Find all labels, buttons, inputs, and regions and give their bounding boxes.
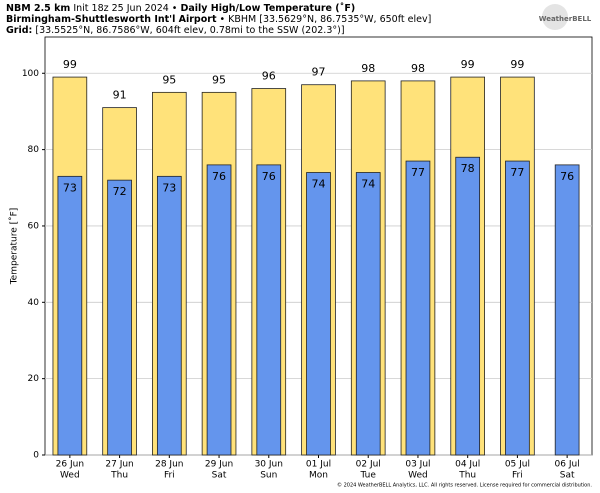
header-line: Grid: [33.5525°N, 86.7586°W, 604ft elev,…	[6, 25, 345, 36]
y-tick-label: 0	[33, 451, 39, 461]
bar	[107, 179, 132, 456]
value-label: 73	[162, 181, 176, 194]
logo-icon	[542, 4, 568, 30]
x-tick-label: 27 Jun	[105, 460, 133, 470]
x-tick-day: Fri	[164, 471, 175, 481]
y-tick-label: 20	[28, 374, 40, 384]
footer: © 2024 WeatherBELL Analytics, LLC. All r…	[337, 482, 592, 489]
grid-label: Grid:	[6, 25, 33, 36]
bar	[206, 164, 232, 456]
y-tick-label: 60	[28, 221, 40, 231]
value-label: 98	[411, 62, 425, 75]
x-tick-day: Wed	[60, 471, 80, 481]
grid-info: [33.5525°N, 86.7586°W, 604ft elev, 0.78m…	[32, 25, 345, 36]
value-label: 74	[361, 178, 375, 191]
value-label: 74	[312, 178, 326, 191]
bar	[57, 175, 83, 456]
value-label: 76	[262, 170, 276, 183]
value-label: 97	[312, 66, 326, 79]
bar	[455, 156, 481, 456]
x-tick-day: Mon	[309, 471, 328, 481]
station: Birmingham-Shuttlesworth Int'l Airport	[6, 14, 217, 25]
header-line: NBM 2.5 km Init 18z 25 Jun 2024 • Daily …	[6, 3, 355, 14]
y-axis-label: Temperature [˚F]	[9, 208, 20, 286]
value-label: 96	[262, 70, 276, 83]
value-label: 76	[560, 170, 574, 183]
y-tick-label: 40	[28, 298, 40, 308]
value-label: 73	[63, 181, 77, 194]
x-tick-day: Sat	[560, 471, 575, 481]
x-tick-label: 30 Jun	[255, 460, 283, 470]
x-tick-day: Sat	[212, 471, 227, 481]
station-info: • KBHM [33.5629°N, 86.7535°W, 650ft elev…	[216, 14, 432, 25]
bar	[156, 175, 182, 456]
x-tick-label: 02 Jul	[356, 460, 381, 470]
value-label: 72	[113, 185, 127, 198]
value-label: 76	[212, 170, 226, 183]
init: Init 18z 25 Jun 2024 •	[70, 3, 181, 14]
x-tick-label: 06 Jul	[555, 460, 580, 470]
bar	[355, 172, 381, 456]
x-tick-label: 04 Jul	[455, 460, 480, 470]
bar	[554, 164, 580, 456]
x-tick-day: Thu	[458, 471, 476, 481]
value-label: 77	[411, 166, 425, 179]
x-tick-day: Thu	[110, 471, 128, 481]
model: NBM 2.5 km	[6, 3, 71, 14]
title: Daily High/Low Temperature (˚F)	[180, 3, 356, 14]
value-label: 99	[510, 58, 524, 71]
x-tick-label: 28 Jun	[155, 460, 183, 470]
bar	[306, 172, 331, 456]
value-label: 77	[510, 166, 524, 179]
value-label: 91	[113, 89, 127, 102]
y-tick-label: 80	[28, 145, 40, 155]
x-tick-day: Sun	[260, 471, 277, 481]
value-label: 98	[361, 62, 375, 75]
header-line: Birmingham-Shuttlesworth Int'l Airport •…	[6, 14, 431, 25]
logo: WeatherBELL	[539, 15, 592, 23]
bar	[256, 164, 282, 456]
x-tick-label: 29 Jun	[205, 460, 233, 470]
value-label: 95	[162, 73, 176, 86]
x-tick-label: 26 Jun	[56, 460, 84, 470]
value-label: 99	[461, 58, 475, 71]
x-tick-day: Tue	[360, 471, 377, 481]
value-label: 95	[212, 73, 226, 86]
x-tick-label: 05 Jul	[505, 460, 530, 470]
x-tick-label: 01 Jul	[306, 460, 331, 470]
y-tick-label: 100	[22, 69, 39, 79]
x-tick-day: Fri	[512, 471, 523, 481]
value-label: 78	[461, 162, 475, 175]
bar	[405, 160, 431, 456]
x-tick-label: 03 Jul	[405, 460, 430, 470]
x-tick-day: Wed	[408, 471, 428, 481]
value-label: 99	[63, 58, 77, 71]
bar	[505, 160, 530, 456]
